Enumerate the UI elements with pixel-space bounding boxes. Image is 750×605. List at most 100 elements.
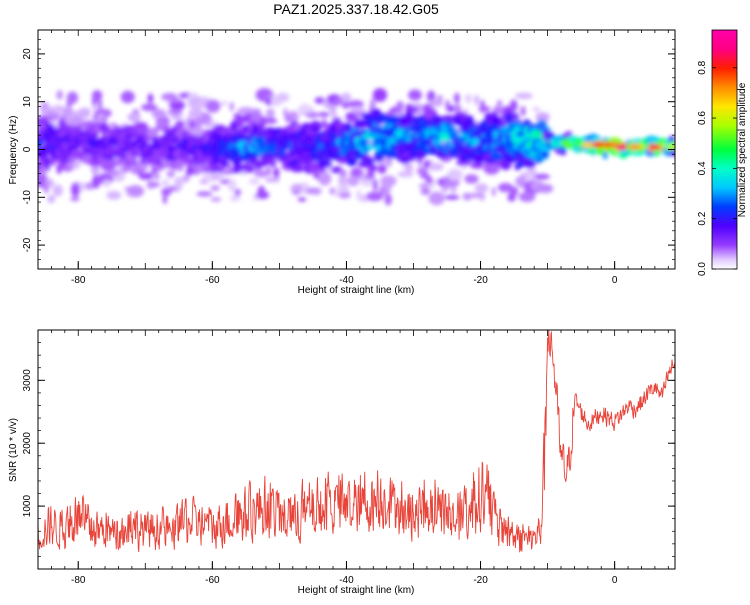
spectrogram-cell [297, 197, 307, 202]
colorbar-tick-label: 0.4 [697, 161, 708, 175]
spectrogram-cell [337, 157, 349, 164]
spectrogram-cell [368, 164, 378, 172]
spectrogram-cell [502, 125, 509, 131]
spectrogram-cell [188, 118, 196, 130]
spectrogram-cell [384, 193, 392, 206]
spectrogram-cell [141, 103, 158, 112]
spectrogram-cell [212, 124, 226, 133]
x-tick-label: -20 [473, 275, 488, 286]
spectrogram-cell [474, 183, 489, 193]
colorbar: 0.0 0.2 0.4 0.6 0.8 Normalized spectral ampl… [697, 29, 748, 276]
spectrogram-cell [173, 159, 187, 167]
spectrogram-cell [91, 90, 103, 101]
snr-frame [37, 329, 676, 570]
x-tick-label: -60 [205, 275, 220, 286]
spectrogram-cell [219, 101, 228, 106]
spectrogram-cell [453, 104, 462, 112]
spectrogram-cell [441, 115, 456, 122]
spectrogram-cell [81, 107, 91, 118]
spectrogram-cell [372, 178, 378, 192]
colorbar-tick-label: 0.8 [697, 60, 708, 74]
x-tick-label: 0 [612, 575, 618, 586]
spectrogram-cell [380, 175, 397, 187]
spectrogram-cell [153, 182, 160, 187]
spectrogram-cell [353, 119, 368, 129]
x-tick-label: -80 [71, 275, 86, 286]
spectrogram-cell [492, 164, 500, 172]
spectrogram-cell [365, 159, 375, 164]
spectrogram-cell [38, 170, 45, 177]
spectrogram-cell [420, 188, 431, 195]
spectrogram-cell [284, 115, 292, 123]
spectrogram-peak [615, 144, 628, 151]
spectrogram-cell [47, 195, 56, 204]
spectrogram-cell [106, 190, 122, 200]
spectrogram-cell [515, 92, 533, 99]
spectrogram-cell [264, 117, 277, 124]
spectrogram-cell [491, 152, 502, 160]
spectrogram-cell [61, 157, 69, 164]
spectrogram-cell [222, 160, 229, 168]
spectrogram-cell [427, 183, 435, 188]
spectrogram-cell [444, 195, 460, 200]
spectrogram-cell [510, 112, 520, 120]
spectrogram-cell [290, 165, 305, 173]
spectrogram-cell [210, 197, 222, 202]
spectrogram-peak [591, 141, 604, 148]
spectrogram-cell [120, 90, 135, 104]
spectrogram-cell [226, 161, 232, 171]
spectrogram-ticks: -80 -60 -40 -20 0 -20 -10 0 10 20 [22, 29, 675, 286]
y-tick-label: 2000 [22, 432, 33, 455]
spectrogram-cell [313, 188, 321, 196]
spectrogram-cell [174, 176, 184, 190]
spectrogram-cell [162, 194, 167, 205]
spectrogram-cell [447, 168, 463, 181]
x-tick-label: -20 [473, 575, 488, 586]
spectrogram-panel: -80 -60 -40 -20 0 -20 -10 0 10 20 Height of strai… [8, 29, 676, 296]
y-tick-label: 20 [22, 48, 33, 60]
spectrogram-cell [341, 92, 352, 103]
spectrogram-cell [193, 107, 203, 119]
spectrogram-cell [66, 91, 79, 104]
spectrogram-cell [175, 164, 184, 172]
x-tick-label: -40 [339, 275, 354, 286]
spectrogram-cell [198, 156, 204, 163]
snr-ylabel: SNR (10 * v/v) [8, 418, 19, 482]
spectrogram-cell [202, 167, 212, 173]
spectrogram-cell [464, 174, 479, 184]
spectrogram-cell [420, 173, 431, 179]
spectrogram-cell [507, 192, 516, 202]
spectrogram-cells [38, 88, 675, 206]
spectrogram-cell [448, 183, 457, 189]
spectrogram-cell [497, 182, 514, 193]
spectrogram-cell [377, 163, 387, 174]
spectrogram-cell [88, 132, 97, 139]
spectrogram-cell [373, 156, 385, 162]
spectrogram-cell [317, 112, 330, 118]
spectrogram-xlabel: Height of straight line (km) [298, 285, 415, 296]
spectrogram-cell [243, 125, 249, 132]
spectrogram-cell [105, 170, 121, 176]
spectrogram-cell [338, 191, 351, 199]
spectrogram-cell [520, 105, 526, 117]
x-tick-label: -60 [205, 575, 220, 586]
colorbar-gradient [711, 29, 738, 270]
spectrogram-cell [348, 100, 364, 109]
spectrogram-cell [338, 169, 347, 177]
spectrogram-cell [518, 191, 536, 203]
spectrogram-cell [138, 172, 154, 180]
snr-panel: -80 -60 -40 -20 0 1000 2000 3000 Height of stra… [8, 329, 676, 596]
y-tick-label: -20 [22, 237, 33, 252]
spectrogram-cell [429, 163, 444, 171]
spectrogram-cell [160, 179, 170, 188]
spectrogram-cell [337, 183, 350, 194]
spectrogram-peak [665, 144, 675, 151]
spectrogram-cell [297, 104, 315, 114]
spectrogram-cell [199, 179, 209, 185]
spectrogram-cell [70, 196, 80, 202]
spectrogram-peak [648, 144, 661, 151]
spectrogram-cell [146, 127, 159, 139]
spectrogram-cell [236, 120, 244, 128]
spectrogram-cell [127, 185, 145, 198]
spectrogram-cell [261, 156, 274, 165]
